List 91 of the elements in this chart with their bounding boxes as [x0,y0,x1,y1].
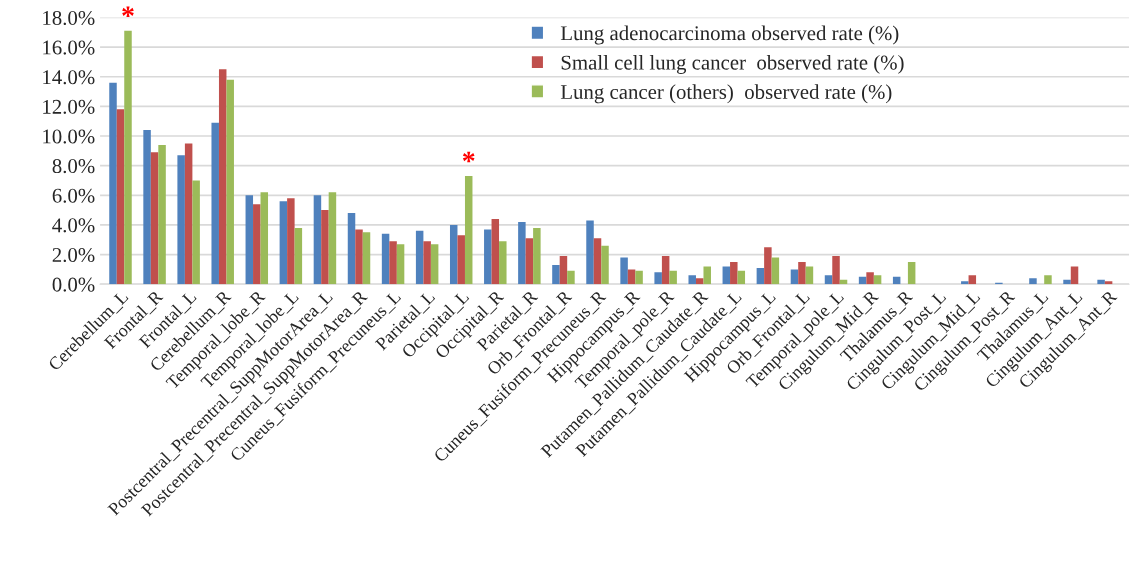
y-tick-label: 8.0% [52,159,95,174]
bar [423,241,431,285]
bar [415,230,424,285]
bar [525,238,534,285]
bar [362,232,371,285]
bar [824,275,833,285]
y-tick-label: 12.0% [43,99,95,114]
y-tick-label: 18.0% [43,10,95,26]
bar [635,270,643,285]
bar [695,278,704,285]
bar [484,229,492,285]
y-tick-label: 4.0% [52,218,95,233]
bar [184,143,193,285]
bar [661,256,670,285]
bar [389,241,397,285]
bar [968,275,977,285]
bar [396,244,405,285]
bar [355,229,363,285]
y-tick-label: 0.0% [52,277,95,292]
bar [722,266,731,285]
y-tick-label: 6.0% [52,188,95,203]
bar [381,233,390,285]
bar [177,155,185,285]
bar [150,152,159,285]
bar [499,241,507,285]
annotation: * [462,151,475,163]
bar [449,224,458,285]
bar [620,257,628,285]
bar [703,266,711,285]
bar [328,192,337,285]
bar [873,275,882,285]
bar [245,195,254,285]
bar [260,192,269,285]
bar [593,238,602,285]
bar [294,227,303,285]
bar [226,79,234,285]
bar [1097,279,1105,285]
bar [832,256,840,285]
bar [430,244,439,285]
bar [907,261,916,285]
bar [457,235,465,285]
bar [518,221,526,285]
bar [491,219,500,285]
bar [1029,278,1037,285]
bar [866,272,874,285]
bar [654,272,662,285]
bar [567,270,575,285]
bar [1044,275,1052,285]
bar [669,270,677,285]
bar [790,269,799,285]
legend-label: Lung adenocarcinoma observed rate (%) [560,25,899,45]
bar [737,270,746,285]
bar [279,201,288,285]
bar [158,144,166,285]
bar [601,245,609,285]
bar [805,266,814,285]
bar [464,176,473,285]
bar [688,275,696,285]
bar [211,122,219,285]
bar [771,257,780,285]
y-tick-label: 16.0% [43,40,95,55]
bar [124,30,132,285]
bar [627,269,636,285]
bar [218,69,227,285]
bar [1070,266,1079,285]
bar [143,130,151,285]
bar [764,247,772,285]
legend-label: Small cell lung cancer observed rate (%) [561,54,904,74]
bar [347,213,356,285]
y-tick-label: 2.0% [52,247,95,263]
legend-label: Lung cancer (others) observed rate (%) [560,84,892,104]
bar [253,204,261,285]
bar [321,210,329,285]
bar [559,256,568,285]
bar [756,267,765,285]
bar [287,198,295,285]
bar [730,261,738,285]
bar [116,109,125,285]
y-tick-label: 10.0% [43,129,95,144]
bar [1063,279,1071,285]
bar [961,281,969,285]
bar [109,82,117,285]
bar [313,195,322,285]
annotation: * [122,6,134,18]
bar [1104,281,1113,285]
bar [552,264,560,285]
bar [192,180,200,285]
bar [798,261,806,285]
bar [533,227,541,285]
bar [586,220,594,285]
y-tick-label: 14.0% [43,70,95,85]
